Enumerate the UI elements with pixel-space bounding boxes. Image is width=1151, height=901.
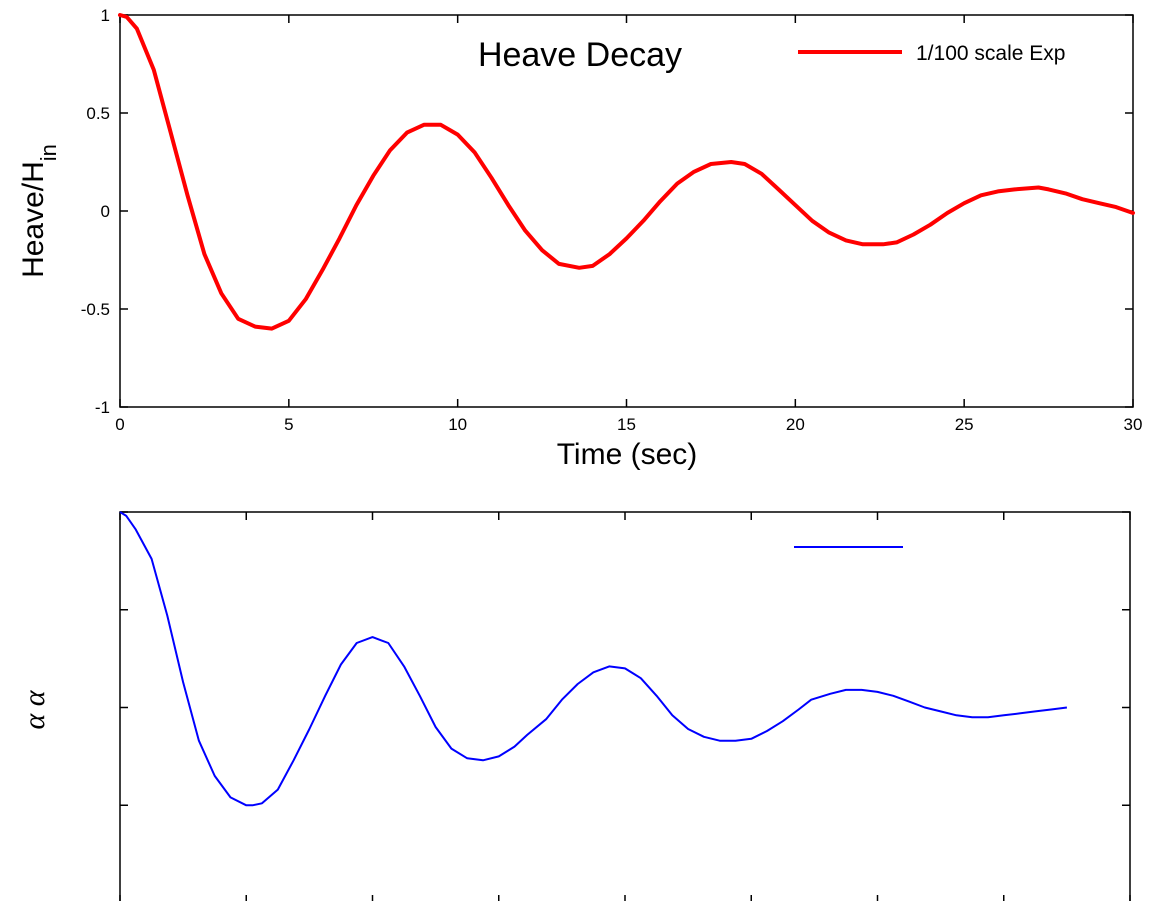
- y-tick-label: -0.5: [81, 300, 110, 319]
- top-axis-ticks: [119, 14, 1134, 408]
- legend-top: 1/100 scale Exp: [798, 42, 1065, 65]
- series-line-alpha: [119, 511, 1068, 807]
- heave-decay-chart: 0 5 10 15 20 25 30 -1 -0.5 0 0.5 1 Heave Decay 1/10…: [17, 6, 1142, 471]
- y-tick-label: 1: [101, 6, 110, 25]
- y-axis-title-main: Heave/H: [17, 161, 50, 278]
- y-axis-title: Heave/Hin: [17, 144, 61, 278]
- series-line-heave: [118, 13, 1135, 331]
- y-axis-title-sub: in: [36, 144, 61, 161]
- x-tick-label: 15: [617, 415, 636, 434]
- x-tick-label: 30: [1124, 415, 1143, 434]
- top-tick-labels: 0 5 10 15 20 25 30 -1 -0.5 0 0.5 1: [81, 6, 1143, 434]
- y-tick-label: 0: [101, 202, 110, 221]
- chart-title: Heave Decay: [478, 36, 682, 74]
- y-axis-title-alpha: α α: [18, 689, 51, 729]
- top-series-group: [118, 13, 1135, 331]
- bottom-axis-ticks: [119, 511, 1131, 901]
- alpha-decay-chart: α α: [18, 511, 1131, 901]
- x-tick-label: 10: [448, 415, 467, 434]
- y-tick-label: -1: [95, 398, 110, 417]
- x-axis-title: Time (sec): [557, 438, 698, 471]
- y-tick-label: 0.5: [86, 104, 110, 123]
- bottom-series-group: [119, 511, 1068, 807]
- plot-frame-bottom: [119, 511, 1131, 901]
- x-tick-label: 25: [955, 415, 974, 434]
- legend-label: 1/100 scale Exp: [916, 42, 1065, 65]
- x-tick-label: 20: [786, 415, 805, 434]
- x-tick-label: 5: [284, 415, 293, 434]
- x-tick-label: 0: [115, 415, 124, 434]
